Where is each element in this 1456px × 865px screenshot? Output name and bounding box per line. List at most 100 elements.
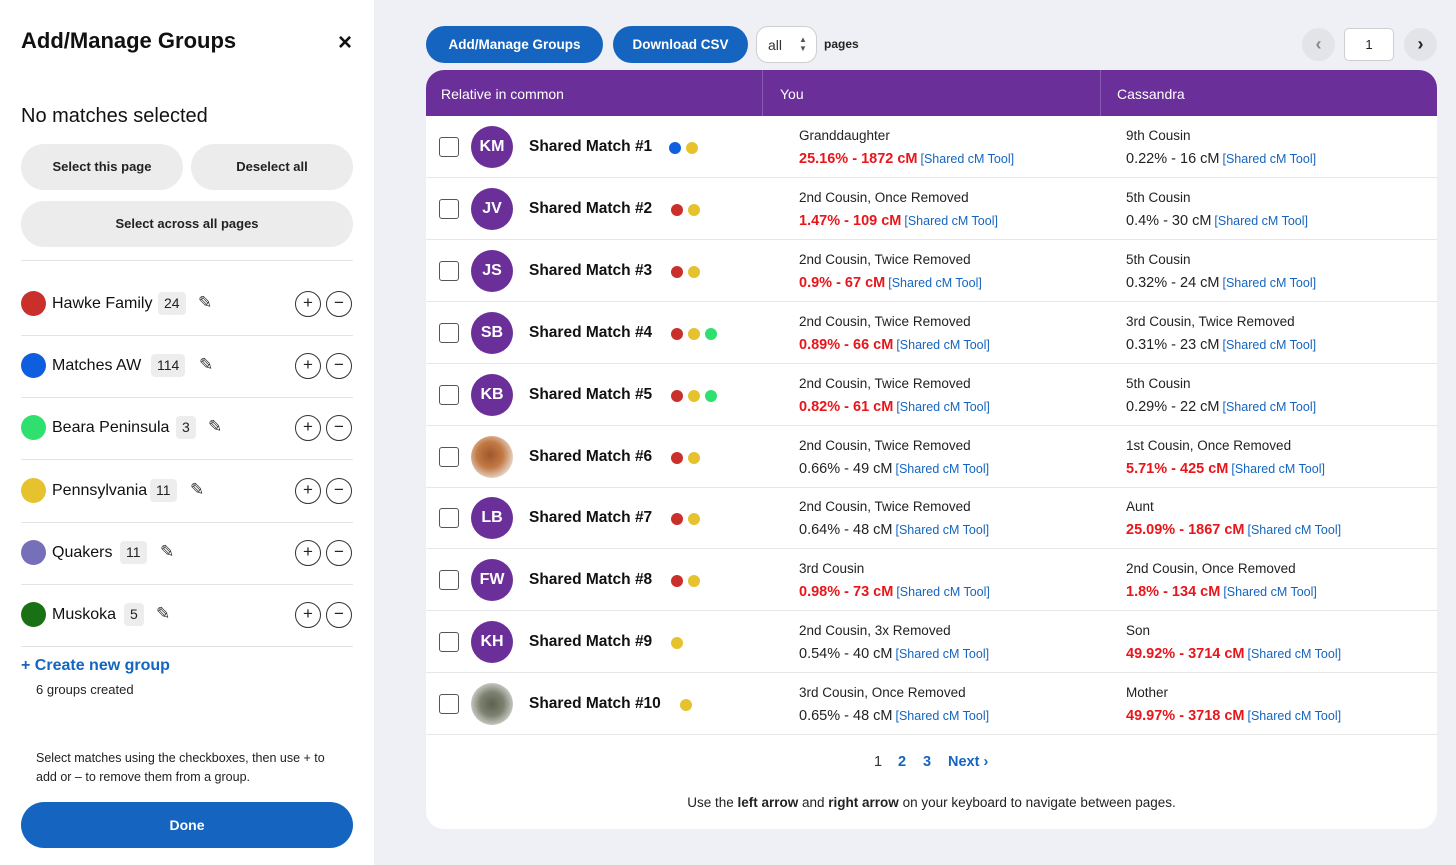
shared-cm-tool-link[interactable]: [Shared cM Tool]	[896, 399, 990, 414]
remove-from-group-button[interactable]: −	[326, 291, 352, 317]
match-name-link[interactable]: Shared Match #7	[529, 509, 653, 527]
pencil-icon[interactable]: ✎	[198, 293, 213, 312]
shared-cm-tool-link[interactable]: [Shared cM Tool]	[895, 647, 990, 662]
avatar[interactable]: KH	[471, 621, 513, 664]
avatar[interactable]	[471, 683, 513, 726]
shared-cm-tool-link[interactable]: [Shared cM Tool]	[888, 275, 982, 290]
avatar[interactable]: LB	[471, 497, 513, 540]
row-checkbox[interactable]	[439, 632, 459, 653]
done-button[interactable]: Done	[21, 802, 353, 848]
shared-cm-tool-link[interactable]: [Shared cM Tool]	[1222, 275, 1317, 290]
add-to-group-button[interactable]: +	[295, 602, 321, 628]
group-dots	[671, 265, 705, 278]
shared-cm-tool-link[interactable]: [Shared cM Tool]	[896, 337, 990, 352]
shared-cm-tool-link[interactable]: [Shared cM Tool]	[896, 585, 990, 600]
you-shared-value: 0.89% - 66 cM	[799, 336, 894, 353]
deselect-all-button[interactable]: Deselect all	[191, 144, 353, 190]
add-to-group-button[interactable]: +	[295, 291, 321, 317]
row-checkbox[interactable]	[439, 322, 459, 343]
row-checkbox[interactable]	[439, 198, 459, 219]
remove-from-group-button[interactable]: −	[326, 602, 352, 628]
you-shared-value: 0.66% - 49 cM	[799, 460, 893, 477]
close-icon[interactable]: ×	[337, 29, 352, 56]
shared-cm-tool-link[interactable]: [Shared cM Tool]	[895, 461, 990, 476]
match-name-link[interactable]: Shared Match #10	[529, 695, 661, 713]
avatar[interactable]: SB	[471, 311, 513, 354]
match-name-link[interactable]: Shared Match #2	[529, 199, 653, 217]
shared-cm-tool-link[interactable]: [Shared cM Tool]	[1214, 213, 1308, 228]
select-across-all-pages-button[interactable]: Select across all pages	[21, 201, 353, 247]
avatar[interactable]: KB	[471, 373, 513, 416]
cassandra-shared-value: 0.22% - 16 cM	[1126, 151, 1220, 167]
match-name-link[interactable]: Shared Match #3	[529, 261, 653, 279]
cassandra-relationship: 3rd Cousin, Twice Removed	[1126, 313, 1295, 329]
page-number-input[interactable]: 1	[1344, 28, 1394, 61]
page-link-3[interactable]: 3	[923, 754, 932, 770]
row-checkbox[interactable]	[439, 137, 459, 157]
hint-text: Use the	[687, 795, 738, 810]
shared-cm-tool-link[interactable]: [Shared cM Tool]	[1222, 337, 1317, 352]
create-new-group-link[interactable]: + Create new group	[21, 657, 170, 674]
shared-cm-tool-link[interactable]: [Shared cM Tool]	[1223, 585, 1317, 600]
add-to-group-button[interactable]: +	[295, 353, 321, 380]
cassandra-shared-value: 0.31% - 23 cM	[1126, 336, 1220, 353]
remove-from-group-button[interactable]: −	[326, 415, 352, 442]
add-to-group-button[interactable]: +	[295, 415, 321, 442]
row-checkbox[interactable]	[439, 446, 459, 467]
you-shared-dna: 0.89% - 66 cM [Shared cM Tool]	[799, 337, 990, 353]
cassandra-shared-dna: 5.71% - 425 cM [Shared cM Tool]	[1126, 461, 1325, 477]
pencil-icon[interactable]: ✎	[156, 604, 171, 623]
add-to-group-button[interactable]: +	[295, 539, 321, 566]
shared-cm-tool-link[interactable]: [Shared cM Tool]	[920, 152, 1015, 166]
pencil-icon[interactable]: ✎	[160, 541, 175, 561]
previous-page-icon[interactable]: ‹	[1302, 28, 1335, 61]
next-page-icon[interactable]: ›	[1404, 28, 1437, 61]
row-checkbox[interactable]	[439, 260, 459, 281]
remove-from-group-button[interactable]: −	[326, 477, 352, 504]
download-csv-button[interactable]: Download CSV	[613, 26, 748, 63]
add-manage-groups-button[interactable]: Add/Manage Groups	[426, 26, 603, 63]
cassandra-shared-dna: 49.97% - 3718 cM [Shared cM Tool]	[1126, 708, 1341, 724]
avatar[interactable]: FW	[471, 559, 513, 602]
shared-cm-tool-link[interactable]: [Shared cM Tool]	[1247, 709, 1342, 724]
cassandra-shared-value: 5.71% - 425 cM	[1126, 460, 1229, 477]
match-name-link[interactable]: Shared Match #9	[529, 633, 653, 651]
select-this-page-button[interactable]: Select this page	[21, 144, 183, 190]
shared-cm-tool-link[interactable]: [Shared cM Tool]	[895, 523, 990, 538]
remove-from-group-button[interactable]: −	[326, 353, 352, 380]
add-to-group-button[interactable]: +	[295, 477, 321, 504]
shared-cm-tool-link[interactable]: [Shared cM Tool]	[1247, 523, 1342, 538]
pencil-icon[interactable]: ✎	[190, 479, 205, 499]
avatar[interactable]: JV	[471, 187, 513, 230]
avatar[interactable]: JS	[471, 249, 513, 292]
next-page-link[interactable]: Next ›	[948, 754, 988, 770]
table-row: KH Shared Match #9 2nd Cousin, 3x Removed 0…	[426, 611, 1437, 674]
shared-cm-tool-link[interactable]: [Shared cM Tool]	[1222, 399, 1317, 414]
cassandra-shared-value: 0.29% - 22 cM	[1126, 398, 1220, 415]
avatar[interactable]: KM	[471, 126, 513, 168]
avatar[interactable]	[471, 435, 513, 478]
row-checkbox[interactable]	[439, 384, 459, 405]
row-checkbox[interactable]	[439, 570, 459, 591]
shared-cm-tool-link[interactable]: [Shared cM Tool]	[1222, 152, 1317, 166]
page-link-1[interactable]: 1	[874, 754, 883, 770]
you-relationship: 2nd Cousin, Once Removed	[799, 189, 969, 205]
shared-cm-tool-link[interactable]: [Shared cM Tool]	[904, 213, 998, 228]
row-checkbox[interactable]	[439, 508, 459, 529]
match-name-link[interactable]: Shared Match #5	[529, 385, 653, 403]
match-name-link[interactable]: Shared Match #1	[529, 138, 653, 155]
pages-select[interactable]: all ▲ ▼	[756, 26, 817, 63]
row-checkbox[interactable]	[439, 694, 459, 715]
you-relationship: 2nd Cousin, Twice Removed	[799, 313, 971, 329]
shared-cm-tool-link[interactable]: [Shared cM Tool]	[895, 709, 990, 724]
match-name-link[interactable]: Shared Match #6	[529, 447, 653, 465]
shared-cm-tool-link[interactable]: [Shared cM Tool]	[1247, 647, 1342, 662]
pencil-icon[interactable]: ✎	[208, 417, 223, 437]
match-name-link[interactable]: Shared Match #4	[529, 323, 653, 341]
page-link-2[interactable]: 2	[898, 754, 907, 770]
shared-cm-tool-link[interactable]: [Shared cM Tool]	[1231, 461, 1325, 476]
pencil-icon[interactable]: ✎	[199, 355, 214, 375]
remove-from-group-button[interactable]: −	[326, 539, 352, 566]
match-name-link[interactable]: Shared Match #8	[529, 571, 653, 589]
column-header-you: You	[780, 86, 804, 102]
